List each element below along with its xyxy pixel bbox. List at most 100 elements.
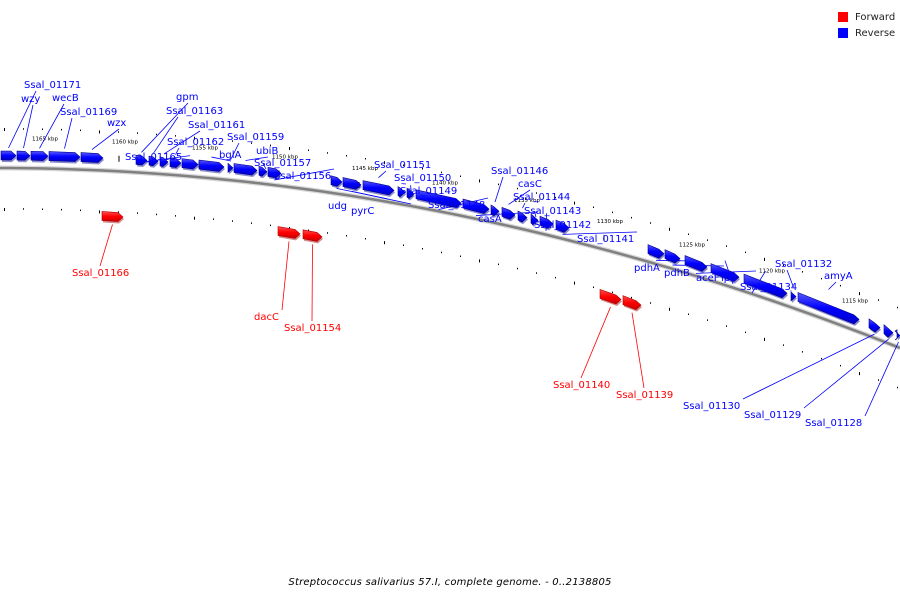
reverse-gene-arrow: [233, 163, 258, 176]
tick-label: 1135 kbp: [514, 198, 540, 204]
minor-tick-top: [536, 192, 537, 194]
gene-label-reverse: Ssal_01130: [683, 401, 740, 412]
leader-line-reverse: [8, 90, 37, 149]
minor-tick-bottom: [764, 337, 765, 341]
leader-line-reverse: [245, 156, 269, 161]
reverse-gene-arrow: [16, 150, 31, 161]
minor-tick-bottom: [422, 248, 423, 250]
minor-tick-bottom: [536, 272, 537, 274]
tick-label: 1165 kbp: [32, 137, 58, 143]
reverse-swatch: [838, 28, 848, 38]
leader-line-reverse: [786, 269, 794, 288]
genome-caption: Streptococcus salivarius 57.I, complete …: [288, 577, 612, 588]
reverse-gene-arrow: [227, 162, 234, 174]
gene-label-reverse: Ssal_01157: [254, 158, 311, 169]
minor-tick-top: [365, 158, 366, 160]
gene-label-reverse: Ssal_01171: [24, 80, 81, 91]
gene-label-reverse: Ssal_01156: [274, 171, 331, 182]
leader-line-reverse: [828, 281, 837, 290]
forward-gene-arrow: [599, 288, 622, 305]
minor-tick-bottom: [384, 241, 385, 245]
leader-line-reverse: [39, 103, 65, 149]
minor-tick-bottom: [517, 267, 518, 270]
minor-tick-top: [289, 147, 290, 150]
leader-line-reverse: [163, 130, 201, 155]
leader-line-forward: [281, 241, 290, 311]
minor-tick-top: [688, 233, 689, 235]
minor-tick-bottom: [118, 211, 119, 213]
minor-tick-bottom: [707, 319, 708, 321]
minor-tick-top: [593, 206, 594, 208]
gene-label-reverse: pyrC: [351, 206, 374, 217]
leader-line-reverse: [864, 341, 899, 417]
gene-label-forward: Ssal_01140: [553, 380, 610, 391]
minor-tick-bottom: [270, 224, 271, 227]
reverse-gene-arrow: [169, 157, 182, 168]
minor-tick-bottom: [308, 229, 309, 231]
leader-line-reverse: [141, 102, 189, 153]
minor-tick-top: [897, 306, 898, 309]
minor-tick-top: [384, 161, 385, 165]
reverse-gene-arrow: [462, 198, 490, 214]
gene-label-forward: Ssal_01139: [616, 390, 673, 401]
leader-line-reverse: [211, 156, 232, 162]
minor-tick-bottom: [441, 251, 442, 254]
gene-label-reverse: Ssal_01128: [805, 418, 862, 429]
reverse-gene-arrow: [148, 155, 159, 167]
reverse-gene-arrow: [743, 273, 788, 299]
tick-label: 1120 kbp: [759, 269, 785, 275]
minor-tick-bottom: [4, 208, 5, 211]
minor-tick-top: [745, 251, 746, 254]
gene-label-reverse: aceF: [696, 273, 720, 284]
reverse-gene-arrow: [797, 292, 860, 325]
reverse-gene-arrow: [555, 219, 570, 233]
tick-label: 1125 kbp: [679, 243, 705, 249]
leader-line-reverse: [508, 189, 531, 205]
minor-tick-bottom: [365, 238, 366, 240]
reverse-gene-arrow: [710, 263, 740, 282]
reverse-gene-arrow: [501, 207, 516, 220]
minor-tick-bottom: [137, 212, 138, 214]
gene-label-reverse: lpd: [721, 273, 736, 284]
minor-tick-top: [612, 211, 613, 214]
gene-label-reverse: Ssal_01162: [167, 137, 224, 148]
leader-line-reverse: [803, 338, 889, 409]
tick-label: 1140 kbp: [432, 181, 458, 187]
minor-tick-top: [574, 201, 575, 205]
gene-label-reverse: Ssal_01129: [744, 410, 801, 421]
legend-label-reverse: Reverse: [855, 27, 896, 39]
minor-tick-top: [175, 135, 176, 137]
minor-tick-bottom: [650, 302, 651, 304]
minor-tick-bottom: [61, 208, 62, 211]
gene-label-reverse: Ssal_01150: [394, 173, 451, 184]
minor-tick-bottom: [688, 313, 689, 315]
minor-tick-bottom: [99, 210, 100, 214]
tick-label: 1160 kbp: [112, 140, 138, 146]
reverse-gene-arrow: [539, 215, 554, 229]
reverse-gene-arrow: [790, 290, 797, 302]
reverse-gene-arrow: [48, 151, 81, 162]
reverse-gene-arrow: [30, 150, 49, 161]
gene-label-reverse: udg: [328, 201, 347, 212]
minor-tick-top: [23, 128, 24, 130]
minor-tick-top: [764, 257, 765, 261]
forward-gene-arrow: [622, 295, 642, 311]
reverse-gene-arrow: [517, 210, 528, 223]
minor-tick-top: [441, 171, 442, 174]
minor-tick-top: [859, 292, 860, 296]
minor-tick-top: [422, 168, 423, 170]
minor-tick-bottom: [593, 286, 594, 288]
minor-tick-top: [650, 222, 651, 224]
minor-tick-bottom: [631, 296, 632, 299]
minor-tick-bottom: [745, 331, 746, 334]
minor-tick-bottom: [80, 209, 81, 212]
reverse-gene-arrow: [159, 156, 169, 167]
leader-line-reverse: [351, 190, 412, 205]
reverse-gene-arrow: [868, 318, 881, 333]
minor-tick-bottom: [897, 386, 898, 389]
minor-tick-top: [251, 142, 252, 144]
leader-line-reverse: [91, 128, 120, 150]
reverse-gene-arrow: [647, 244, 665, 259]
leader-line-forward: [580, 306, 611, 379]
